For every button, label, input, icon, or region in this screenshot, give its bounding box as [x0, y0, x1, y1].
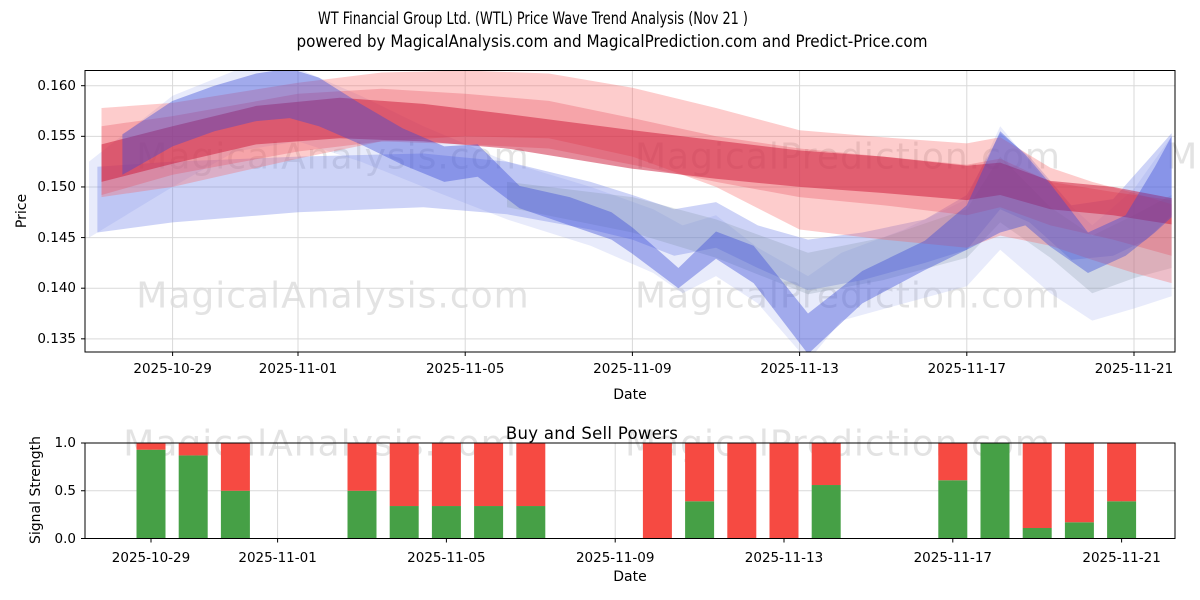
sell-bar: [642, 443, 672, 539]
sell-bar: [136, 443, 166, 450]
sell-bar: [178, 443, 208, 456]
sell-bar: [220, 443, 250, 491]
price-band-blue-dark-strand: [122, 70, 1172, 352]
buy-sell-chart: [136, 443, 1137, 539]
buy-bar: [178, 455, 208, 539]
price-band-blue-faint-envelope: [89, 70, 1172, 352]
buy-bar: [811, 485, 841, 539]
sell-bar: [1107, 443, 1137, 502]
sell-bar: [938, 443, 968, 481]
sell-bar: [811, 443, 841, 486]
price-band-blue-wide-band: [97, 133, 1172, 291]
sell-bar: [727, 443, 757, 539]
sell-bar: [685, 443, 715, 502]
watermark-analysis: MagicalAnalysis.com: [136, 275, 530, 317]
price-wave-chart: [89, 70, 1172, 352]
sell-bar: [431, 443, 461, 507]
price-band-red-core-band: [101, 97, 1172, 225]
buy-bar: [431, 506, 461, 539]
buy-bar: [685, 501, 715, 539]
sell-bar: [769, 443, 799, 539]
sell-bar: [516, 443, 546, 507]
axes-border: [84, 442, 1176, 539]
buy-bar: [389, 506, 419, 539]
buy-bar: [1022, 527, 1052, 539]
buy-bar: [347, 490, 377, 539]
buy-bar: [474, 506, 504, 539]
buy-bar: [980, 443, 1010, 539]
sell-bar: [1064, 443, 1094, 523]
sell-bar: [474, 443, 504, 507]
watermark-prediction: MagicalPrediction.com: [635, 275, 1061, 317]
buy-bar: [1064, 522, 1094, 539]
axes-border: [84, 70, 1176, 353]
buy-bar: [136, 449, 166, 539]
buy-bar: [220, 490, 250, 539]
buy-bar: [516, 506, 546, 539]
sell-bar: [1022, 443, 1052, 528]
buy-bar: [1107, 501, 1137, 539]
sell-bar: [347, 443, 377, 491]
buy-bar: [938, 480, 968, 539]
watermark-analysis: MagicalAnalysis.com: [1166, 136, 1200, 178]
sell-bar: [389, 443, 419, 507]
